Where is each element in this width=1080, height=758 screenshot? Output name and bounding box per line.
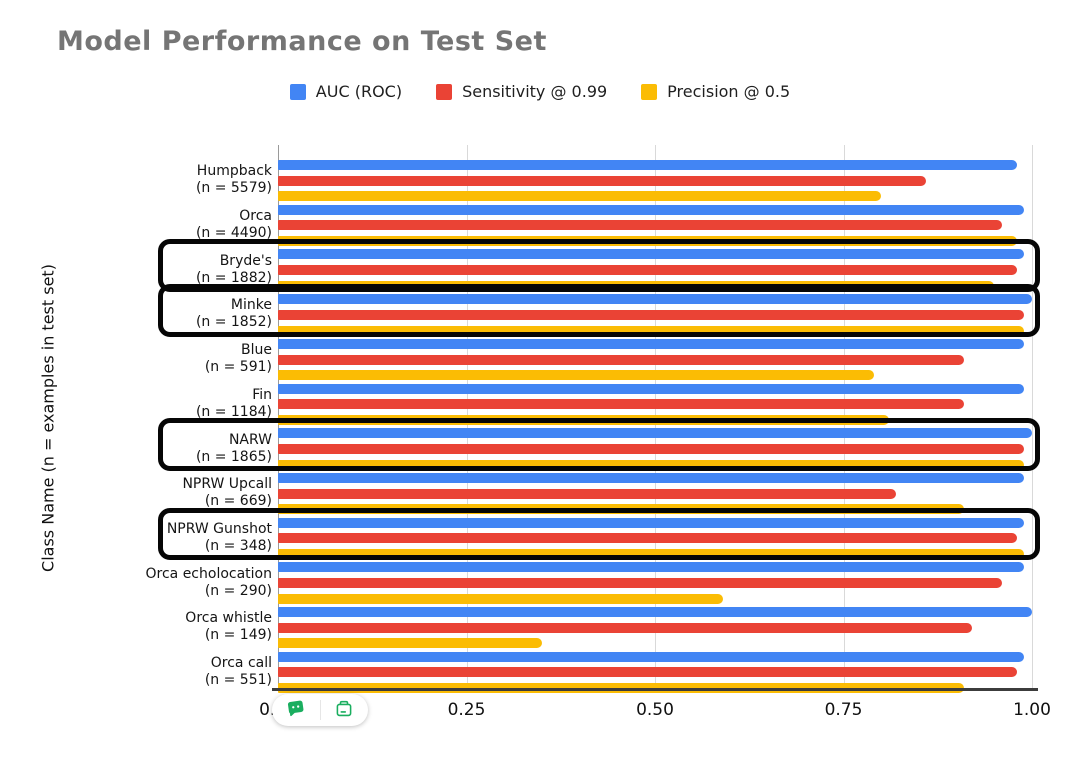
category-name: Bryde's xyxy=(219,252,272,269)
bar-precision-0-5 xyxy=(278,325,1025,336)
category-name: Humpback xyxy=(196,163,272,180)
category-name: NPRW Gunshot xyxy=(166,520,272,537)
category-label: Orca echolocation (n = 290) xyxy=(146,566,273,600)
comment-icon xyxy=(285,698,307,723)
bar-sensitivity-0-99 xyxy=(278,667,1017,678)
category-label: Orca call (n = 551) xyxy=(205,655,272,689)
category-count: (n = 348) xyxy=(204,537,272,554)
bar-auc-roc xyxy=(278,160,1017,170)
bar-sensitivity-0-99 xyxy=(278,309,1025,320)
category-name: Minke xyxy=(230,297,272,314)
category-label: Orca (n = 4490) xyxy=(196,208,272,242)
category-count: (n = 669) xyxy=(204,493,272,510)
bar-auc-roc xyxy=(278,472,1025,483)
clipboard-icon xyxy=(333,698,355,723)
bar-precision-0-5 xyxy=(278,370,874,381)
bar-precision-0-5 xyxy=(278,191,882,202)
category-name: Orca call xyxy=(210,655,272,672)
comment-button[interactable] xyxy=(276,694,316,726)
bar-auc-roc xyxy=(278,249,1025,260)
bar-precision-0-5 xyxy=(278,459,1025,470)
bar-auc-roc xyxy=(278,607,1032,617)
legend-swatch-icon xyxy=(289,83,306,100)
legend-label: AUC (ROC) xyxy=(315,82,403,101)
legend-item-1: Sensitivity @ 0.99 xyxy=(436,82,607,101)
bar-precision-0-5 xyxy=(278,638,542,649)
bar-auc-roc xyxy=(278,428,1032,439)
bar-precision-0-5 xyxy=(278,549,1025,559)
category-label: NARW (n = 1865) xyxy=(196,432,272,466)
category-name: Orca echolocation xyxy=(145,565,273,582)
category-count: (n = 149) xyxy=(204,627,272,644)
category-count: (n = 1865) xyxy=(195,448,272,465)
bar-precision-0-5 xyxy=(278,280,995,291)
bar-sensitivity-0-99 xyxy=(278,265,1017,276)
gridline xyxy=(1032,145,1033,690)
bar-sensitivity-0-99 xyxy=(278,220,1002,231)
bar-auc-roc xyxy=(278,338,1025,349)
legend-swatch-icon xyxy=(436,83,453,100)
category-name: NPRW Upcall xyxy=(182,476,272,493)
bar-sensitivity-0-99 xyxy=(278,488,897,499)
bar-sensitivity-0-99 xyxy=(278,622,972,633)
category-label: Humpback (n = 5579) xyxy=(196,163,272,197)
category-label: NPRW Upcall (n = 669) xyxy=(182,476,272,510)
bar-precision-0-5 xyxy=(278,236,1017,247)
legend-item-2: Precision @ 0.5 xyxy=(641,82,790,101)
bar-precision-0-5 xyxy=(278,504,965,515)
category-count: (n = 4490) xyxy=(195,225,272,242)
x-tick-label: 0.50 xyxy=(636,700,674,720)
category-name: Orca xyxy=(239,208,272,225)
bar-precision-0-5 xyxy=(278,593,723,604)
bar-auc-roc xyxy=(278,383,1025,394)
bar-sensitivity-0-99 xyxy=(278,354,965,365)
legend: AUC (ROC) Sensitivity @ 0.99 Precision @ 0… xyxy=(0,82,1080,101)
category-count: (n = 1882) xyxy=(195,269,272,286)
category-label: Fin (n = 1184) xyxy=(196,387,272,421)
bar-sensitivity-0-99 xyxy=(278,175,927,186)
toolbar-separator xyxy=(319,700,321,720)
category-label: Orca whistle (n = 149) xyxy=(185,610,272,644)
legend-label: Precision @ 0.5 xyxy=(667,82,791,101)
clipboard-button[interactable] xyxy=(324,694,364,726)
category-label: Bryde's (n = 1882) xyxy=(196,253,272,287)
category-count: (n = 1184) xyxy=(195,403,272,420)
category-name: Fin xyxy=(252,386,272,403)
bar-auc-roc xyxy=(278,294,1032,305)
chart-title: Model Performance on Test Set xyxy=(57,26,547,57)
category-count: (n = 1852) xyxy=(195,314,272,331)
bar-sensitivity-0-99 xyxy=(278,443,1025,454)
x-axis-line xyxy=(272,688,1038,691)
category-label: Blue (n = 591) xyxy=(205,342,272,376)
category-name: Blue xyxy=(241,342,272,359)
category-label: NPRW Gunshot (n = 348) xyxy=(167,521,272,555)
category-count: (n = 290) xyxy=(204,582,272,599)
bar-auc-roc xyxy=(278,562,1025,573)
floating-toolbar xyxy=(272,694,368,726)
x-tick-label: 1.00 xyxy=(1013,700,1051,720)
x-tick-label: 0.75 xyxy=(824,700,863,720)
category-label: Minke (n = 1852) xyxy=(196,297,272,331)
bar-sensitivity-0-99 xyxy=(278,533,1017,544)
bar-sensitivity-0-99 xyxy=(278,578,1002,588)
y-axis-label: Class Name (n = examples in test set) xyxy=(38,264,58,572)
bar-auc-roc xyxy=(278,651,1025,662)
bar-sensitivity-0-99 xyxy=(278,399,965,410)
bar-auc-roc xyxy=(278,204,1025,215)
category-name: NARW xyxy=(228,431,272,448)
category-count: (n = 551) xyxy=(204,672,272,689)
x-tick-label: 0.25 xyxy=(447,700,486,720)
category-count: (n = 5579) xyxy=(195,180,272,197)
legend-label: Sensitivity @ 0.99 xyxy=(462,82,608,101)
legend-swatch-icon xyxy=(641,83,658,100)
bar-precision-0-5 xyxy=(278,414,889,425)
bar-auc-roc xyxy=(278,517,1025,528)
category-name: Orca whistle xyxy=(185,610,272,627)
legend-item-0: AUC (ROC) xyxy=(289,82,403,101)
category-count: (n = 591) xyxy=(204,359,272,376)
